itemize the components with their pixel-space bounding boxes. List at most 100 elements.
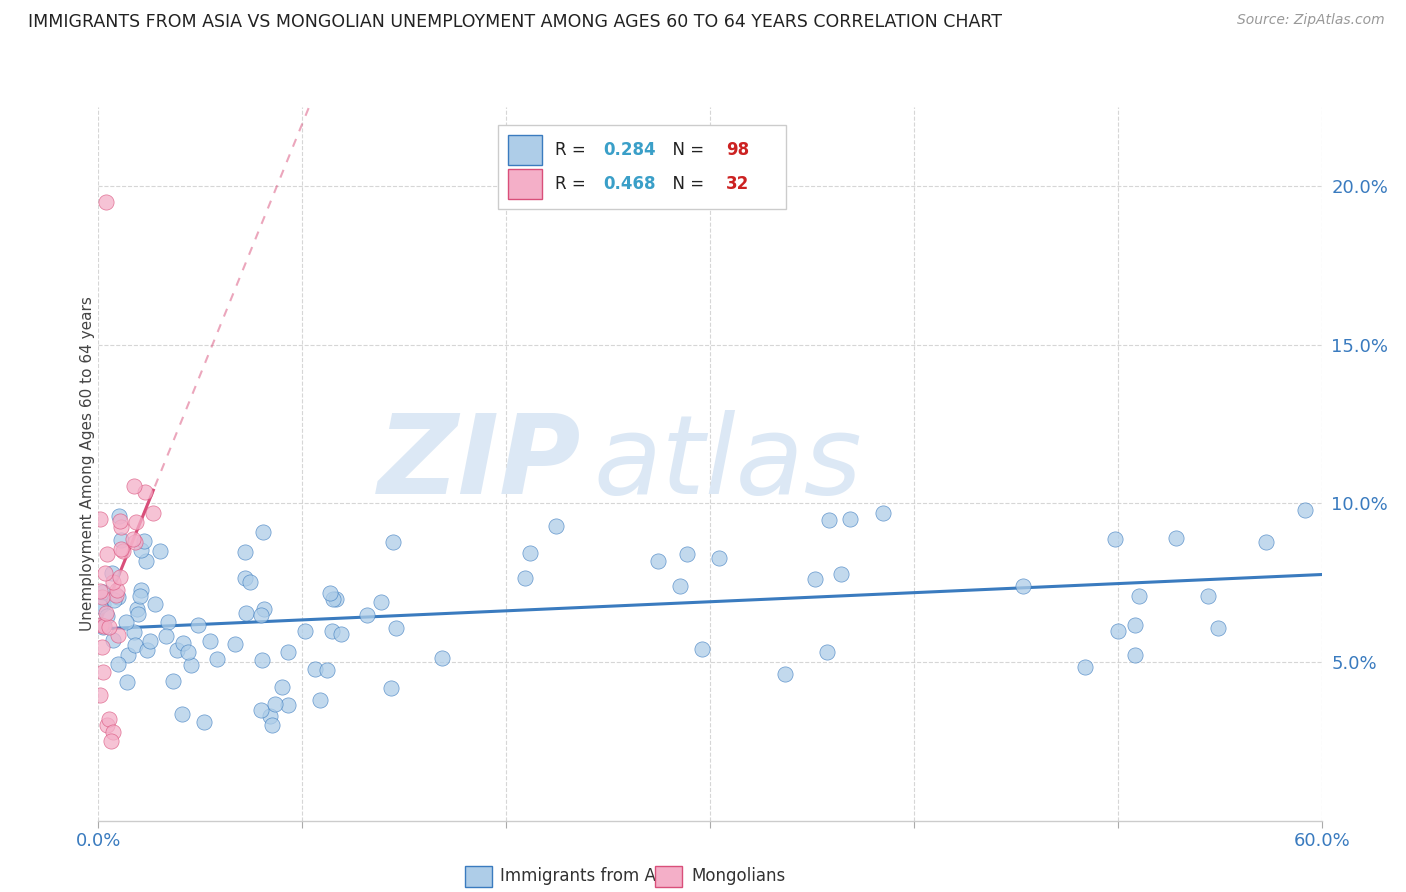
Point [1123, 648, 1146, 662]
Point [139, 634, 162, 648]
Point [93, 566, 115, 580]
Point [125, 601, 148, 615]
Point [180, 658, 202, 673]
Point [98, 620, 121, 634]
Point [356, 607, 378, 622]
Point [101, 574, 124, 589]
Point [156, 615, 179, 630]
Point [1128, 589, 1150, 603]
Text: IMMIGRANTS FROM ASIA VS MONGOLIAN UNEMPLOYMENT AMONG AGES 60 TO 64 YEARS CORRELA: IMMIGRANTS FROM ASIA VS MONGOLIAN UNEMPL… [28, 13, 1002, 31]
Point [101, 724, 124, 739]
Point [93, 619, 115, 633]
Point [125, 515, 148, 529]
Point [96, 718, 118, 732]
Point [111, 544, 134, 558]
Point [96, 547, 118, 561]
Point [90, 590, 112, 604]
Bar [655, 865, 682, 887]
Point [319, 586, 342, 600]
Point [773, 666, 796, 681]
Point [107, 657, 129, 671]
Point [253, 602, 276, 616]
Text: R =: R = [555, 175, 591, 193]
Point [91, 597, 114, 611]
Point [91, 585, 114, 599]
Point [830, 567, 852, 582]
Point [1294, 503, 1316, 517]
Text: N =: N = [662, 175, 710, 193]
Point [250, 653, 273, 667]
Point [97, 712, 120, 726]
Point [1104, 533, 1126, 547]
Point [96, 606, 118, 620]
Point [166, 642, 188, 657]
Point [370, 595, 392, 609]
Point [172, 707, 194, 722]
Point [128, 589, 150, 603]
Point [1206, 621, 1229, 635]
Point [110, 515, 132, 529]
Text: 0.468: 0.468 [603, 175, 657, 193]
Point [235, 571, 257, 585]
Point [235, 606, 257, 620]
Point [89, 599, 111, 614]
Point [100, 734, 122, 748]
Point [264, 697, 287, 711]
Point [380, 681, 402, 695]
Text: ZIP: ZIP [378, 410, 582, 517]
Point [90, 618, 112, 632]
Point [676, 547, 699, 561]
Text: 32: 32 [725, 175, 749, 193]
Point [1074, 660, 1097, 674]
Point [108, 570, 131, 584]
Point [669, 579, 692, 593]
Point [89, 584, 111, 599]
Point [839, 512, 862, 526]
Point [124, 638, 146, 652]
Point [690, 642, 713, 657]
Text: Mongolians: Mongolians [692, 867, 786, 885]
Text: Immigrants from Asia: Immigrants from Asia [499, 867, 679, 885]
Point [1254, 535, 1277, 549]
Point [136, 642, 159, 657]
Point [91, 619, 114, 633]
Point [1107, 624, 1129, 638]
Point [198, 634, 221, 648]
Point [162, 673, 184, 688]
Point [239, 575, 262, 590]
Point [322, 591, 344, 606]
Point [108, 508, 131, 523]
Point [315, 663, 337, 677]
Point [276, 698, 298, 713]
Point [1123, 618, 1146, 632]
Point [122, 479, 145, 493]
Point [1012, 579, 1035, 593]
Point [107, 591, 129, 605]
Point [129, 542, 152, 557]
Point [325, 592, 347, 607]
Point [519, 546, 541, 560]
Point [105, 582, 128, 597]
Point [187, 617, 209, 632]
Point [115, 674, 138, 689]
Point [110, 519, 132, 533]
Point [135, 554, 157, 568]
Point [103, 593, 125, 607]
Text: atlas: atlas [593, 410, 862, 517]
Point [94, 195, 117, 210]
Text: N =: N = [662, 141, 710, 159]
Point [1166, 532, 1188, 546]
Bar [508, 135, 543, 165]
Text: 98: 98 [725, 141, 749, 159]
Point [105, 588, 128, 602]
Point [101, 632, 124, 647]
Point [277, 645, 299, 659]
Point [260, 718, 283, 732]
Point [110, 533, 132, 548]
Point [804, 572, 827, 586]
Point [249, 703, 271, 717]
Point [205, 652, 228, 666]
Point [91, 640, 114, 655]
Point [91, 665, 114, 679]
Point [172, 636, 194, 650]
